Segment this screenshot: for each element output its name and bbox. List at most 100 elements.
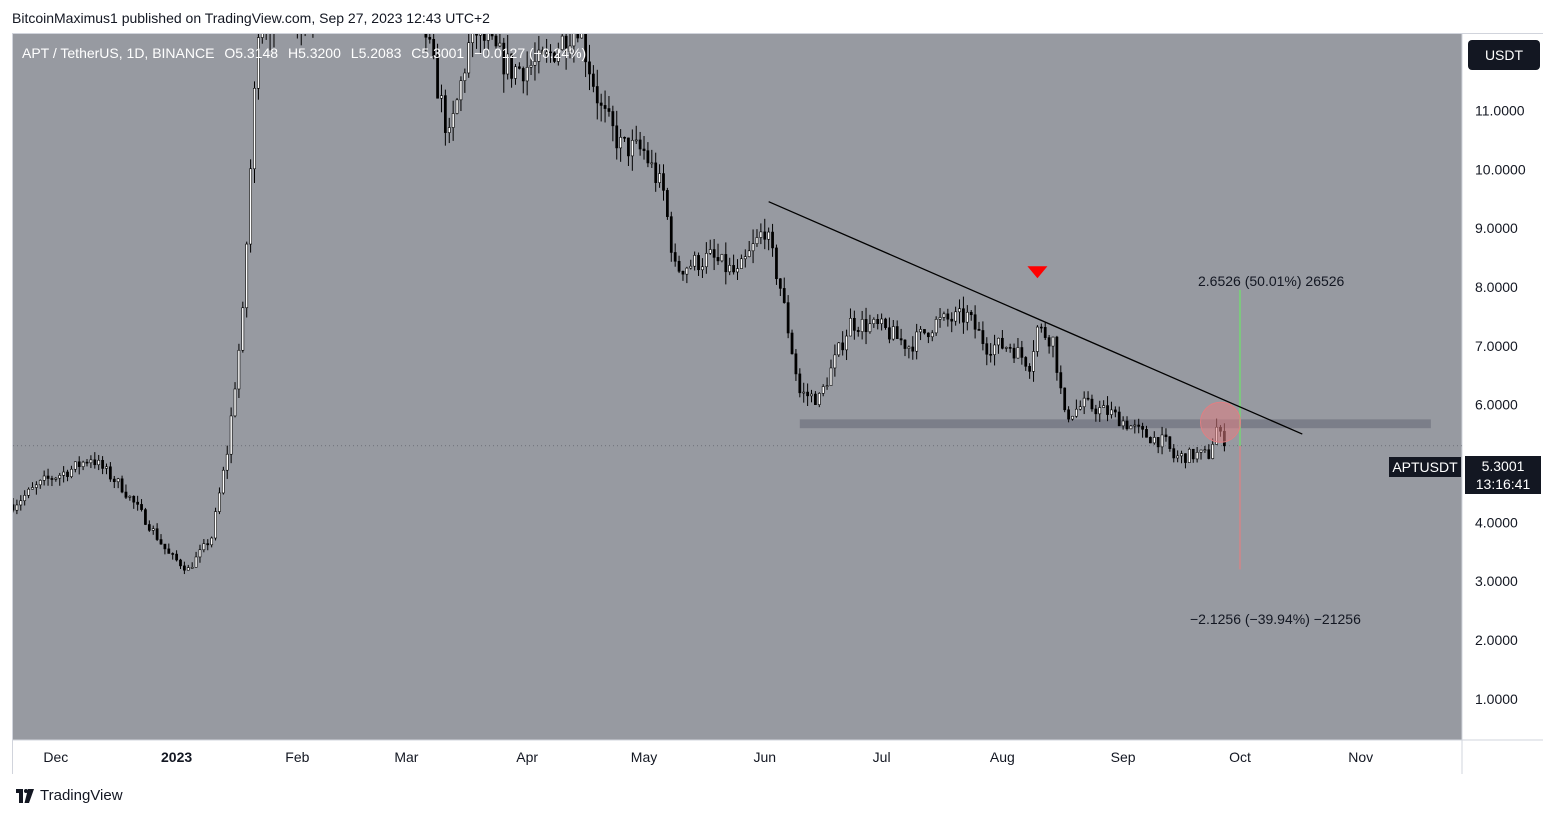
candle <box>537 35 541 74</box>
candle <box>1168 436 1172 452</box>
candle-body <box>120 478 124 493</box>
candle <box>183 561 186 575</box>
y-tick-label: 6.0000 <box>1475 397 1518 413</box>
candle <box>132 495 136 509</box>
candle <box>658 164 661 188</box>
candle-body <box>241 307 245 351</box>
candle <box>459 76 463 112</box>
candle-body <box>545 51 549 55</box>
candle <box>378 0 380 17</box>
y-tick-label: 7.0000 <box>1475 338 1518 354</box>
candle-body <box>685 267 689 275</box>
candle-body <box>229 415 233 455</box>
candle <box>277 2 279 21</box>
candle <box>225 445 229 479</box>
candle-body <box>537 49 541 62</box>
x-tick-label: Dec <box>43 749 68 765</box>
candle <box>218 487 221 515</box>
candle <box>786 295 790 339</box>
candle-body <box>124 491 128 498</box>
candle <box>502 37 506 93</box>
candle-body <box>475 34 478 36</box>
candle <box>316 0 318 29</box>
candle <box>105 463 108 475</box>
descending-trendline <box>768 201 1303 435</box>
candle <box>895 320 899 339</box>
candle <box>950 312 954 333</box>
candle-body <box>386 0 388 10</box>
candle <box>599 93 603 122</box>
candle-body <box>954 311 958 322</box>
candle <box>888 317 891 344</box>
candle-body <box>225 453 229 471</box>
candle <box>767 227 771 251</box>
candle-body <box>66 471 69 477</box>
candle-body <box>93 459 97 466</box>
candle-body <box>245 243 249 309</box>
candle <box>685 266 689 284</box>
candle-body <box>405 0 407 11</box>
candle-body <box>355 0 357 2</box>
candle <box>556 42 560 66</box>
candle-body <box>533 61 537 66</box>
candle <box>720 253 724 263</box>
candle <box>281 0 283 32</box>
candle-body <box>962 308 965 323</box>
candle-body <box>221 469 225 494</box>
candle <box>969 309 973 321</box>
y-tick-label: 11.0000 <box>1475 102 1525 118</box>
candle <box>343 0 345 20</box>
candle <box>662 164 665 201</box>
candle <box>1203 445 1207 453</box>
candle <box>1117 406 1121 427</box>
candle <box>817 392 821 408</box>
candle <box>650 149 654 168</box>
candle <box>829 359 833 386</box>
candle-body <box>775 247 778 280</box>
candle <box>642 136 646 160</box>
candle-body <box>946 313 950 320</box>
candle <box>398 0 400 19</box>
candle <box>623 136 626 142</box>
candle <box>525 51 529 96</box>
candle-body <box>743 256 747 260</box>
legend-symbol[interactable]: APT / TetherUS, 1D, BINANCE <box>22 45 215 61</box>
currency-button[interactable]: USDT <box>1468 40 1540 70</box>
candle <box>440 84 443 113</box>
candle <box>73 461 77 473</box>
candle-body <box>112 478 116 483</box>
candle-body <box>179 559 182 567</box>
candle <box>553 51 556 64</box>
candle <box>701 258 704 278</box>
candle-body <box>171 553 175 555</box>
candle <box>288 25 290 30</box>
candle-body <box>1187 448 1191 463</box>
candle <box>899 328 903 346</box>
candle-body <box>190 567 194 569</box>
candle <box>210 536 214 548</box>
candle <box>159 534 163 545</box>
candle-body <box>77 461 81 467</box>
candle-body <box>359 0 361 2</box>
candle <box>704 242 708 274</box>
candle <box>545 38 549 63</box>
candle <box>954 306 958 326</box>
candle-body <box>23 495 27 502</box>
candle <box>331 0 333 8</box>
candle <box>926 332 930 344</box>
candle <box>1187 447 1191 463</box>
candle-body <box>720 254 724 262</box>
candle-body <box>459 80 463 101</box>
legend-high: H5.3200 <box>287 45 341 61</box>
candle <box>654 152 658 192</box>
candle <box>260 34 264 44</box>
candle-body <box>1145 429 1148 438</box>
legend-open: O5.3148 <box>224 45 279 61</box>
candle <box>630 129 634 171</box>
candle-body <box>1051 336 1055 347</box>
candle-body <box>237 349 241 390</box>
candle-body <box>1067 409 1070 420</box>
plot-area <box>13 0 1462 575</box>
candle <box>619 129 623 162</box>
